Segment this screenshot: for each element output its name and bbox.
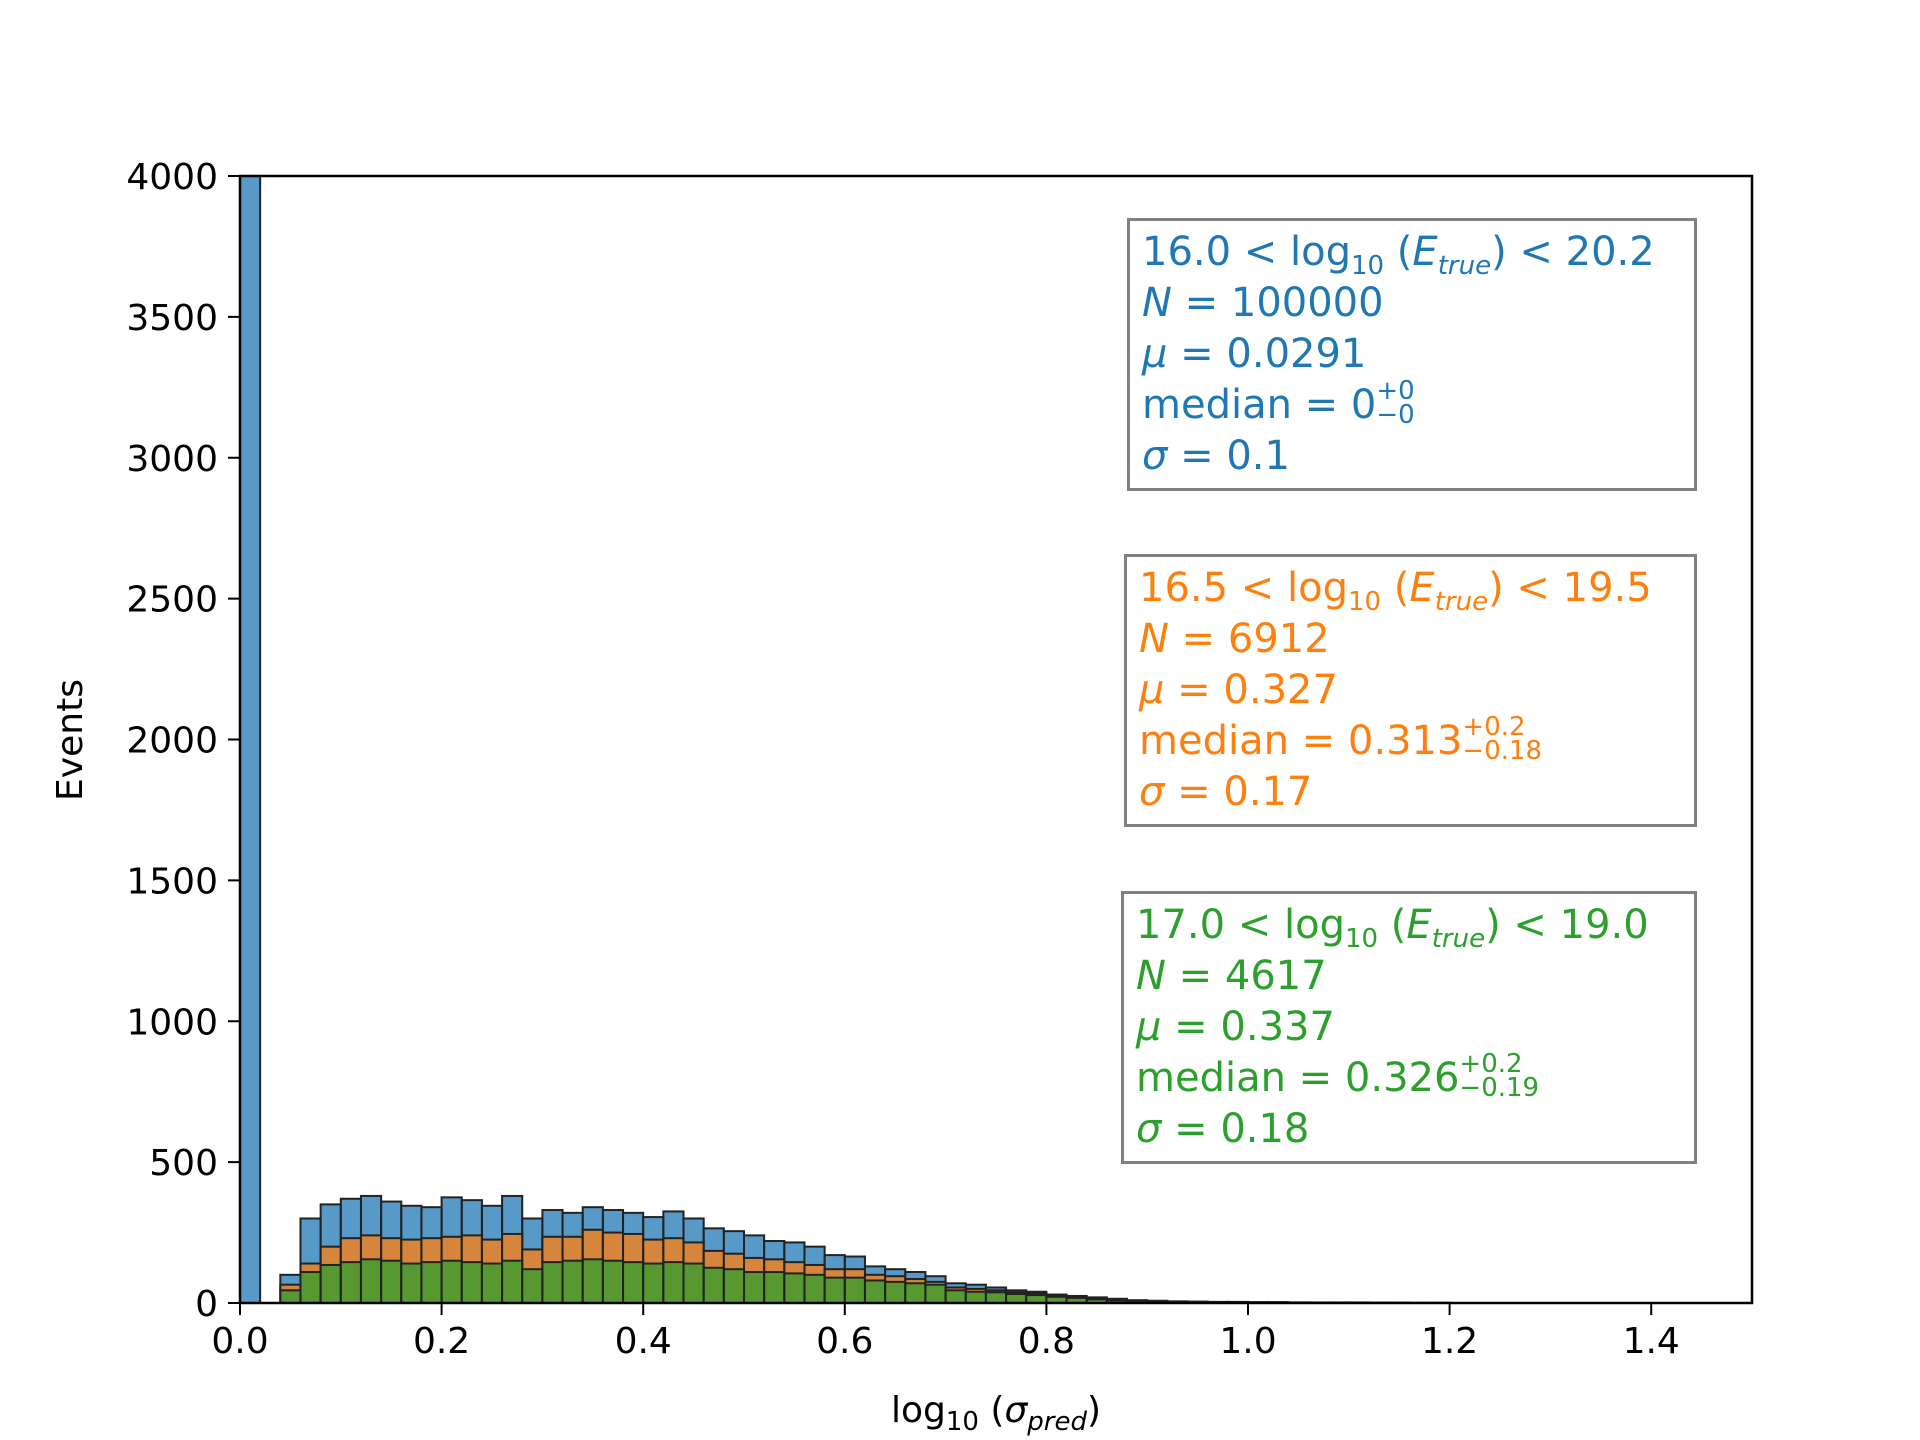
x-axis-label: log10 (σpred) — [891, 1390, 1101, 1437]
y-tick-label: 3500 — [126, 298, 218, 339]
histogram-bar-series-2 — [1005, 1292, 1028, 1305]
x-tick-label: 1.2 — [1421, 1321, 1478, 1362]
median-line: median = 0 +0 −0 — [1142, 376, 1415, 430]
x-tick-label: 1.0 — [1219, 1321, 1276, 1362]
histogram-bar-series-2 — [561, 1259, 584, 1305]
y-tick-label: 2000 — [126, 721, 218, 762]
y-axis-label: Events — [50, 679, 91, 801]
histogram-bar-series-2 — [743, 1271, 766, 1304]
n-line: N = 100000 — [1142, 280, 1384, 326]
median-line: median = 0.313 +0.2 −0.18 — [1139, 712, 1543, 766]
histogram-bar-series-2 — [763, 1271, 786, 1304]
mu-line: μ = 0.0291 — [1142, 331, 1367, 377]
histogram-bar-series-2 — [501, 1259, 524, 1305]
histogram-bar-series-2 — [843, 1276, 866, 1304]
histogram-bar-series-2 — [823, 1276, 846, 1304]
histogram-bar-series-2 — [803, 1273, 826, 1304]
x-axis-ticks: 0.0 0.2 0.4 0.6 0.8 1.0 1.2 1.4 — [211, 1303, 1680, 1362]
x-tick-label: 0.4 — [615, 1321, 672, 1362]
mu-line: μ = 0.337 — [1136, 1004, 1335, 1050]
sigma-line: σ = 0.1 — [1142, 433, 1290, 479]
histogram-bar-series-2 — [964, 1290, 987, 1304]
histogram-bar-series-2 — [420, 1261, 443, 1304]
stats-box-blue: 16.0 < log10 (Etrue) < 20.2 N = 100000 μ… — [1127, 218, 1697, 491]
median-line: median = 0.326 +0.2 −0.19 — [1136, 1049, 1540, 1103]
x-tick-label: 0.0 — [211, 1321, 268, 1362]
n-line: N = 6912 — [1139, 616, 1330, 662]
histogram-bar-series-2 — [863, 1279, 887, 1304]
n-line: N = 4617 — [1136, 953, 1327, 999]
x-tick-label: 0.6 — [816, 1321, 873, 1362]
y-tick-label: 1000 — [126, 1002, 218, 1043]
histogram-bar-series-2 — [480, 1262, 504, 1305]
histogram-bar-series-2 — [642, 1262, 665, 1305]
histogram-bar-series-2 — [904, 1282, 927, 1304]
histogram-bar-series-2 — [984, 1291, 1008, 1304]
histogram-bar-series-2 — [662, 1261, 685, 1304]
histogram-bar-series-2 — [682, 1262, 705, 1305]
sigma-line: σ = 0.17 — [1139, 769, 1313, 815]
y-tick-label: 500 — [149, 1143, 218, 1184]
histogram-bar-series-2 — [319, 1263, 342, 1304]
y-tick-label: 0 — [195, 1284, 218, 1325]
stats-box-green: 17.0 < log10 (Etrue) < 19.0 N = 4617 μ =… — [1121, 891, 1697, 1164]
histogram-bar-series-2 — [541, 1261, 564, 1304]
sigma-line: σ = 0.18 — [1136, 1106, 1310, 1152]
range-line: 16.0 < log10 (Etrue) < 20.2 — [1142, 229, 1655, 281]
histogram-bar-series-2 — [581, 1258, 604, 1304]
histogram-bar-series-2 — [783, 1272, 806, 1305]
histogram-bar-series-2 — [924, 1283, 947, 1305]
histogram-bar-series-2 — [279, 1289, 302, 1305]
histogram-bar-series-2 — [944, 1289, 967, 1305]
histogram-bar-series-0 — [239, 175, 262, 1304]
histogram-bar-series-2 — [460, 1261, 483, 1304]
histogram-bar-series-2 — [884, 1280, 907, 1305]
range-line: 17.0 < log10 (Etrue) < 19.0 — [1136, 902, 1649, 954]
histogram-bar-series-2 — [521, 1268, 544, 1304]
histogram-bar-series-2 — [702, 1266, 725, 1304]
x-tick-label: 1.4 — [1623, 1321, 1680, 1362]
histogram-bar-series-2 — [440, 1259, 463, 1305]
range-line: 16.5 < log10 (Etrue) < 19.5 — [1139, 565, 1652, 617]
x-tick-label: 0.2 — [413, 1321, 470, 1362]
histogram-bar-series-2 — [622, 1261, 645, 1304]
mu-line: μ = 0.327 — [1139, 667, 1338, 713]
histogram-bar-series-2 — [400, 1262, 423, 1305]
y-tick-label: 2500 — [126, 580, 218, 621]
histogram-bar-series-2 — [601, 1259, 625, 1305]
y-axis-ticks: 0 500 1000 1500 2000 2500 3000 3500 4000 — [126, 157, 240, 1325]
y-tick-label: 1500 — [126, 861, 218, 902]
stats-box-orange: 16.5 < log10 (Etrue) < 19.5 N = 6912 μ =… — [1124, 554, 1697, 827]
x-tick-label: 0.8 — [1018, 1321, 1075, 1362]
y-tick-label: 3000 — [126, 439, 218, 480]
histogram-bar-series-2 — [339, 1261, 362, 1304]
histogram-bar-series-2 — [380, 1259, 403, 1305]
histogram-bar-series-2 — [299, 1271, 322, 1304]
histogram-bar-series-2 — [722, 1268, 746, 1304]
histogram-bar-series-2 — [359, 1258, 383, 1304]
y-tick-label: 4000 — [126, 157, 218, 198]
